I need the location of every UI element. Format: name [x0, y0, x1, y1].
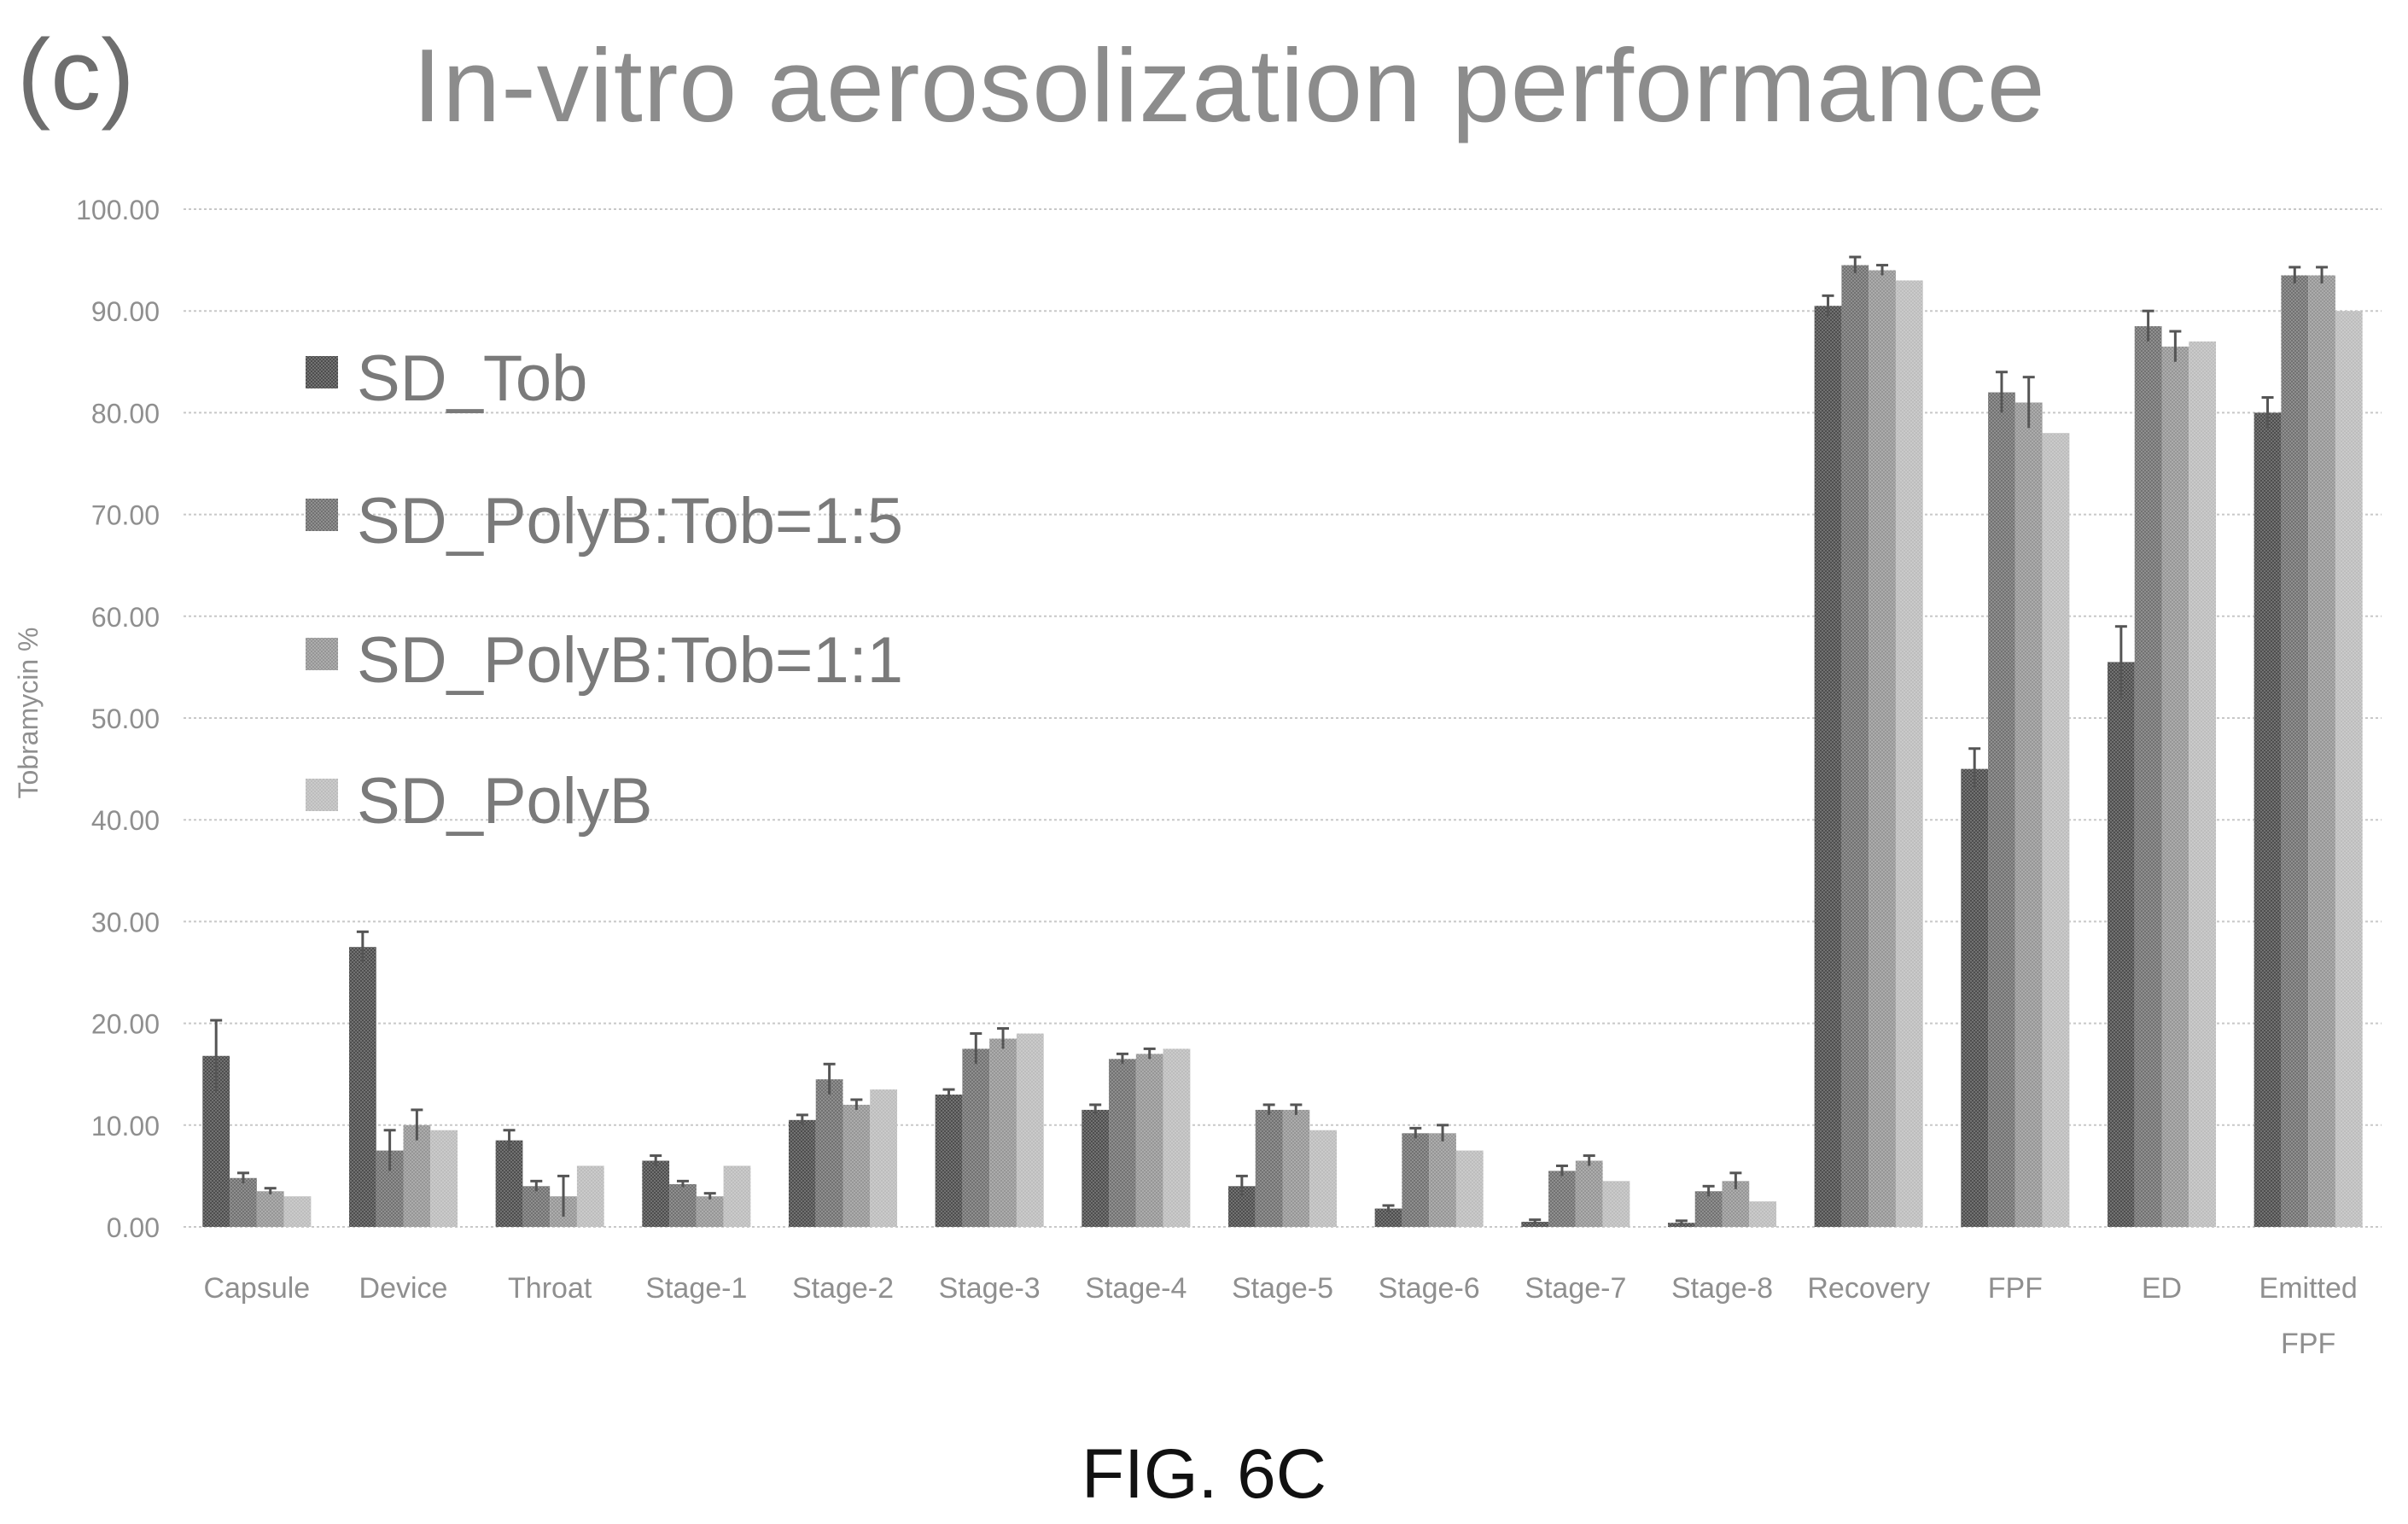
y-tick-label: 30.00	[91, 907, 160, 937]
y-tick-label: 70.00	[91, 500, 160, 531]
bar-texture	[935, 1095, 963, 1227]
bar-texture	[1163, 1048, 1191, 1227]
x-tick-label: Emitted	[2259, 1272, 2358, 1305]
x-tick-label: Stage-6	[1379, 1272, 1480, 1305]
bar-texture	[1135, 1054, 1163, 1227]
x-tick-label: Stage-7	[1525, 1272, 1626, 1305]
legend: SD_Tob SD_PolyB:Tob=1:5 SD_PolyB:Tob=1:1 SD…	[306, 342, 903, 838]
legend-swatch-texture	[306, 356, 338, 388]
legend-swatch-texture	[306, 638, 338, 670]
bar-texture	[1521, 1222, 1549, 1227]
x-tick-label-line2: FPF	[2281, 1328, 2335, 1360]
bar-texture	[788, 1119, 816, 1227]
bar-texture	[1961, 768, 1989, 1227]
x-tick-label: FPF	[1988, 1272, 2043, 1305]
legend-swatch-texture	[306, 499, 338, 531]
bar-texture	[2014, 402, 2043, 1228]
bar-texture	[843, 1104, 871, 1227]
bar-texture	[1575, 1160, 1603, 1227]
bar-texture	[1309, 1130, 1338, 1227]
x-tick-label: Stage-5	[1232, 1272, 1333, 1305]
x-tick-label: Stage-8	[1671, 1272, 1773, 1305]
bar-texture	[230, 1177, 257, 1227]
legend-label: SD_Tob	[357, 342, 587, 415]
chart-title: In-vitro aerosolization performance	[412, 27, 2046, 143]
bar-texture	[348, 947, 376, 1227]
bar-texture	[1402, 1133, 1430, 1227]
bar-texture	[2253, 412, 2282, 1227]
bar-texture	[1869, 270, 1896, 1227]
legend-label: SD_PolyB:Tob=1:5	[357, 485, 903, 558]
bar-texture	[2134, 326, 2162, 1228]
bar-texture	[576, 1165, 604, 1227]
y-tick-label: 0.00	[107, 1212, 160, 1243]
x-tick-label: Stage-2	[792, 1272, 894, 1305]
error-bars	[210, 255, 2329, 1225]
y-tick-label: 40.00	[91, 805, 160, 836]
bar-texture	[989, 1038, 1017, 1227]
bar-texture	[2335, 311, 2363, 1228]
bar-texture	[2189, 341, 2217, 1228]
x-tick-label: Recovery	[1807, 1272, 1930, 1305]
y-axis-tick-labels: 0.00 10.00 20.00 30.00 40.00 50.00 60.00 70.00 8…	[76, 195, 160, 1243]
x-tick-label: ED	[2142, 1272, 2182, 1305]
bars	[202, 265, 2363, 1228]
bar-texture	[2107, 662, 2135, 1227]
y-tick-label: 20.00	[91, 1009, 160, 1040]
y-tick-label: 100.00	[76, 195, 160, 225]
bar-texture	[1694, 1191, 1723, 1227]
legend-label: SD_PolyB	[357, 765, 652, 838]
bar-texture	[1374, 1208, 1402, 1227]
legend-label: SD_PolyB:Tob=1:1	[357, 624, 903, 697]
bar-texture	[403, 1124, 431, 1227]
bar-texture	[1841, 265, 1869, 1227]
x-tick-label: Throat	[508, 1272, 592, 1305]
bar-texture	[1602, 1181, 1630, 1227]
bar-texture	[2281, 275, 2309, 1228]
bar-texture	[669, 1183, 697, 1227]
bar-texture	[1988, 392, 2015, 1227]
bar-texture	[1282, 1109, 1310, 1227]
y-tick-label: 90.00	[91, 296, 160, 327]
bar-texture	[1429, 1133, 1456, 1227]
y-tick-label: 60.00	[91, 602, 160, 633]
bar-texture	[1109, 1059, 1136, 1227]
y-tick-label: 80.00	[91, 398, 160, 429]
bar-texture	[522, 1186, 551, 1227]
bar-texture	[1082, 1109, 1110, 1227]
panel-label: (c)	[17, 19, 135, 131]
x-tick-label: Device	[359, 1272, 448, 1305]
x-axis-tick-labels: Capsule Device Throat Stage-1 Stage-2 Stage-3…	[203, 1272, 2357, 1360]
y-tick-label: 50.00	[91, 704, 160, 734]
bar-texture	[1749, 1201, 1777, 1227]
bar-texture	[430, 1130, 458, 1227]
x-tick-label: Stage-3	[939, 1272, 1041, 1305]
x-tick-label: Capsule	[203, 1272, 310, 1305]
bar-texture	[723, 1165, 751, 1227]
bar-texture	[1255, 1109, 1283, 1227]
y-tick-label: 10.00	[91, 1111, 160, 1142]
bar-texture	[696, 1196, 724, 1227]
bar-texture	[870, 1089, 898, 1227]
x-tick-label: Stage-4	[1085, 1272, 1187, 1305]
bar-texture	[962, 1048, 990, 1227]
bar-texture	[256, 1191, 284, 1227]
bar-texture	[283, 1196, 312, 1227]
x-tick-label: Stage-1	[645, 1272, 747, 1305]
bar-texture	[1895, 280, 1923, 1228]
bar-texture	[495, 1140, 523, 1227]
bar-texture	[1455, 1150, 1484, 1227]
bar-texture	[1548, 1171, 1576, 1227]
bar-texture	[815, 1079, 843, 1227]
bar-texture	[1016, 1033, 1044, 1227]
bar-texture	[2161, 346, 2189, 1227]
figure-caption: FIG. 6C	[1081, 1435, 1327, 1513]
bar-texture	[642, 1160, 670, 1227]
y-axis-label: Tobramycin %	[13, 628, 44, 799]
legend-swatch-texture	[306, 779, 338, 811]
bar-texture	[1814, 306, 1842, 1227]
bar-texture	[2042, 433, 2070, 1227]
bar-texture	[2308, 275, 2335, 1228]
